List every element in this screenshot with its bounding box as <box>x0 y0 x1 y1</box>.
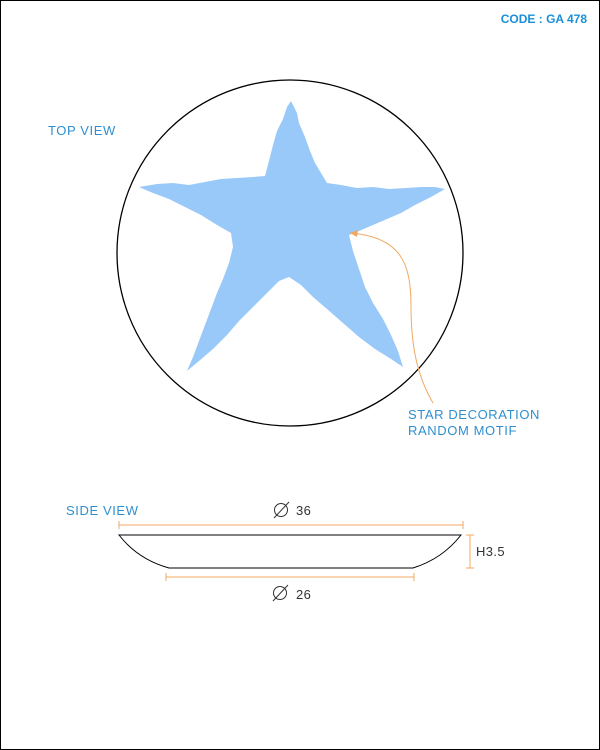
top-view-title: TOP VIEW <box>48 123 116 138</box>
diameter-symbol-bottom <box>272 584 289 602</box>
callout-leader-line <box>349 232 434 404</box>
plate-outline-top <box>116 79 464 427</box>
diameter-symbol-top <box>273 501 290 519</box>
side-view-title: SIDE VIEW <box>66 503 139 518</box>
top-diameter-value: 36 <box>296 503 311 518</box>
height-value: H3.5 <box>476 544 505 559</box>
callout-text-line1: STAR DECORATION <box>408 407 540 422</box>
bottom-diameter-value: 26 <box>296 587 311 602</box>
callout-text-line2: RANDOM MOTIF <box>408 423 517 438</box>
product-code: CODE : GA 478 <box>501 12 588 26</box>
star-motif <box>139 101 445 371</box>
callout-arrowhead <box>350 230 358 237</box>
plate-profile-side <box>117 534 463 569</box>
